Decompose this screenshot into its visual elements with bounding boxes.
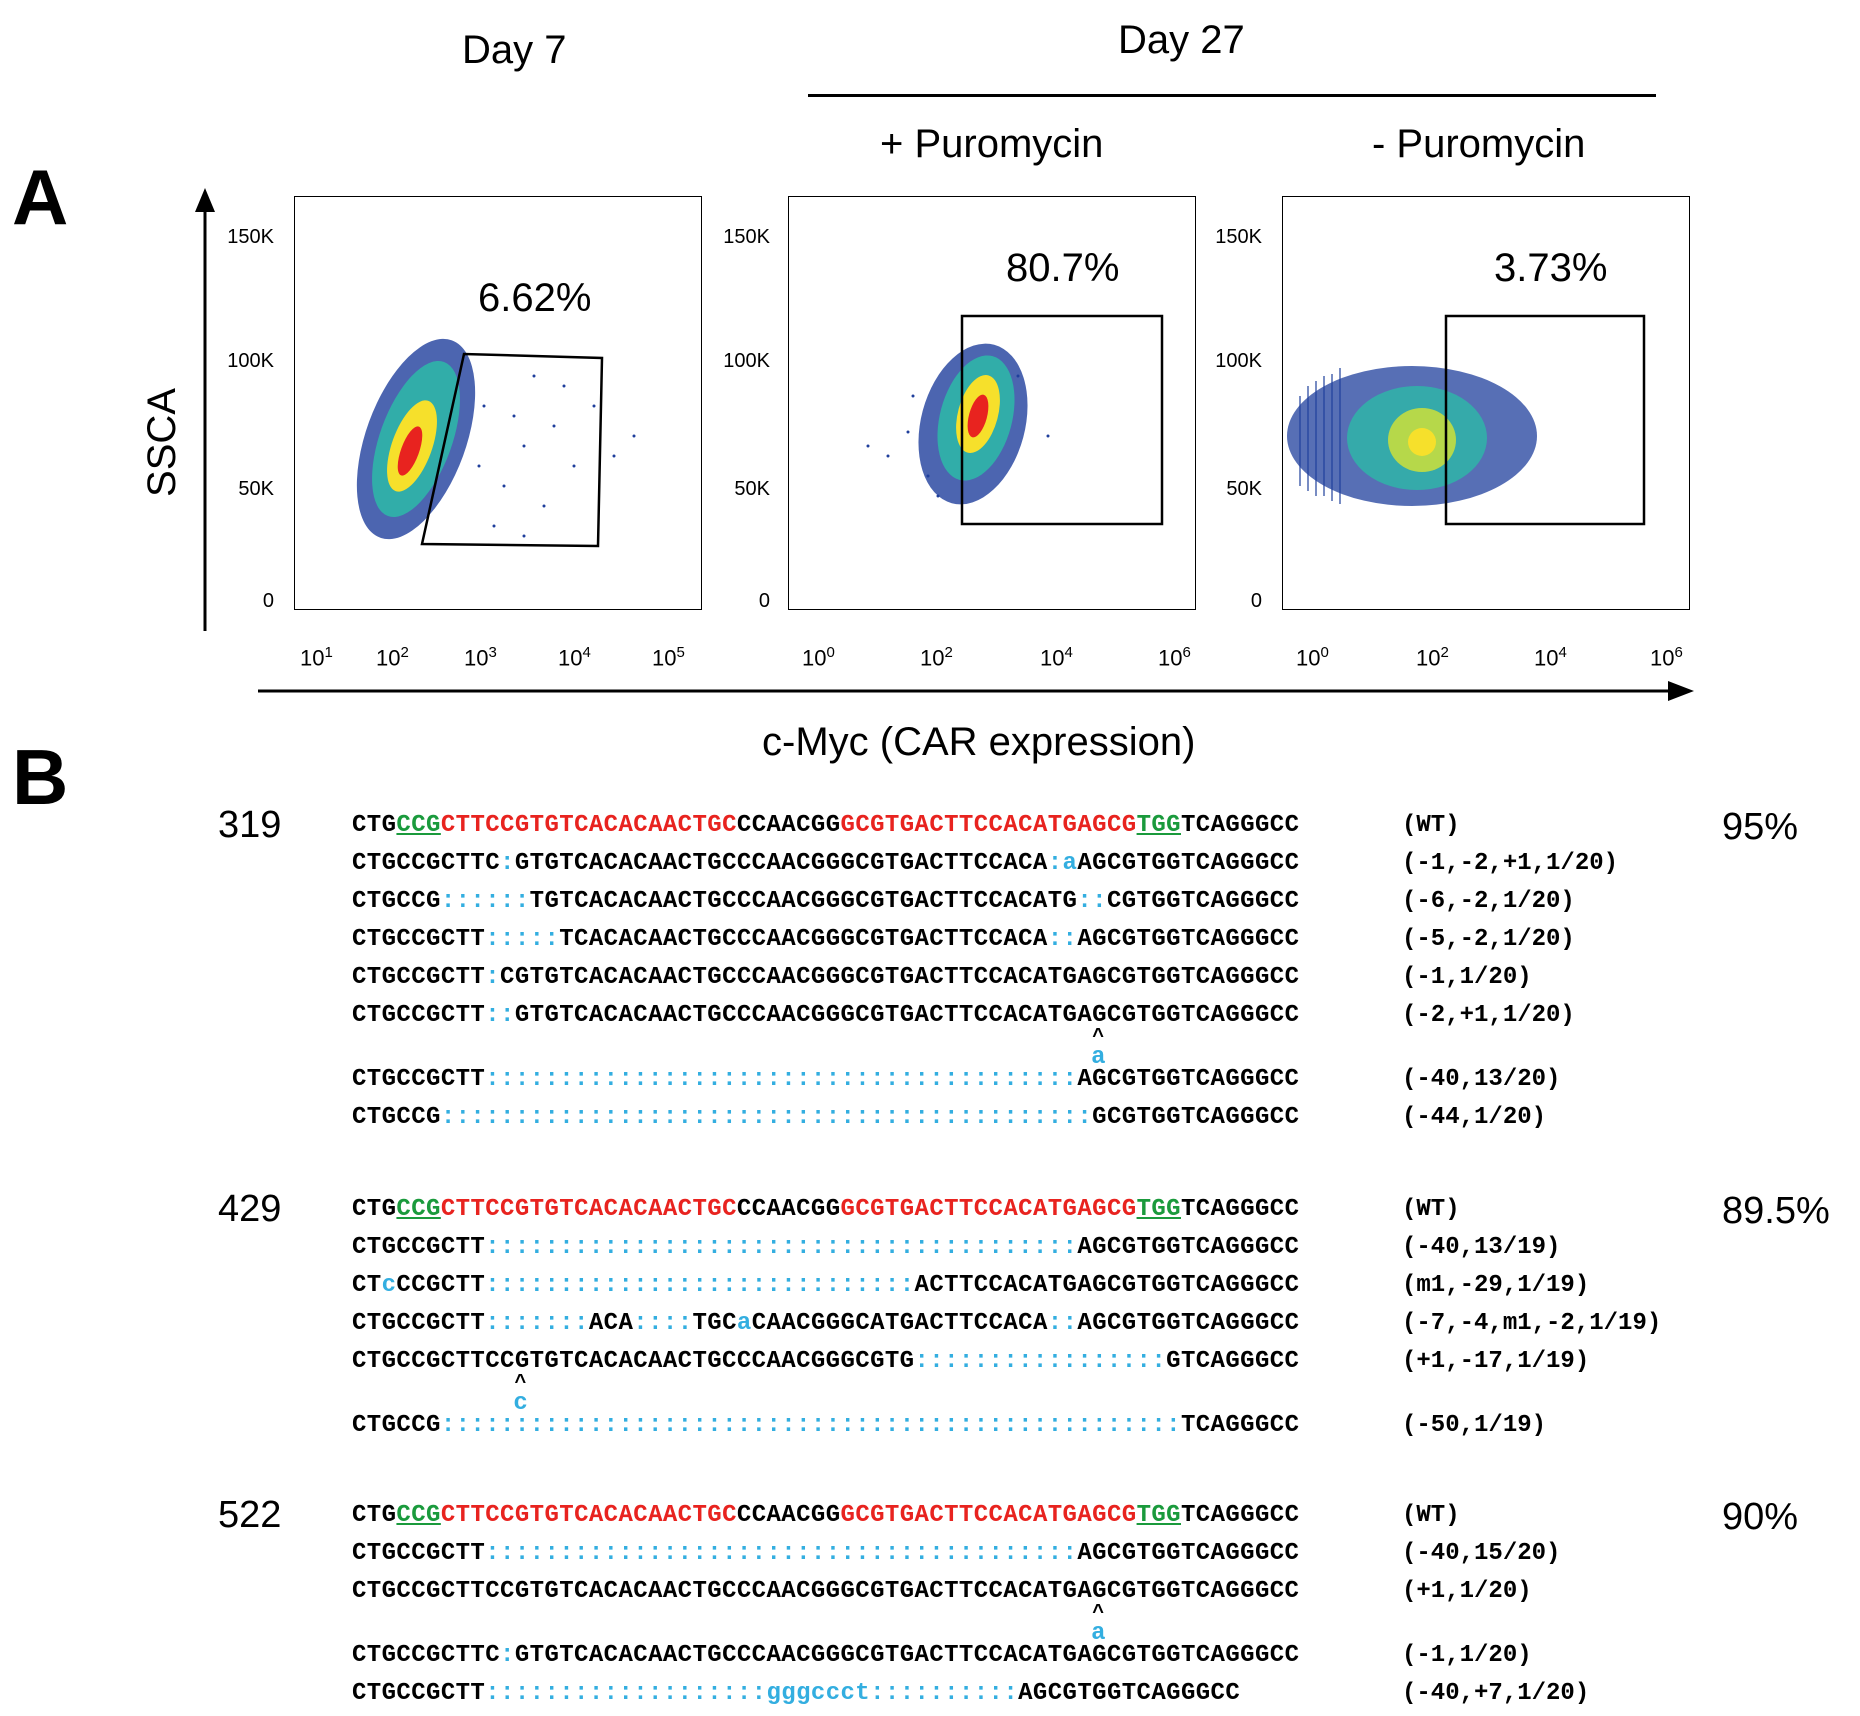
x-tick-label: 100 [1296, 644, 1329, 671]
y-tick-label: 0 [758, 590, 770, 612]
allele-sequence-row: CTGCCG::::::::::::::::::::::::::::::::::… [352, 1104, 1300, 1131]
allele-annotation: (m1,-29,1/19) [1402, 1272, 1590, 1299]
y-tick-label: 0 [262, 590, 274, 612]
allele-sequence-row: CTGCCGCTTCCGTGTCACACAACTGCCCAACGGGCGTG::… [352, 1348, 1300, 1375]
wt-sequence-row: CTGCCGCTTCCGTGTCACACAACTGCCCAACGGGCGTGAC… [352, 1502, 1300, 1529]
allele-annotation: (-50,1/19) [1402, 1412, 1547, 1439]
wt-sequence-row: CTGCCGCTTCCGTGTCACACAACTGCCCAACGGGCGTGAC… [352, 1196, 1300, 1223]
x-tick-label: 104 [1040, 644, 1073, 671]
allele-annotation: (-40,+7,1/20) [1402, 1680, 1590, 1707]
allele-annotation: (-2,+1,1/20) [1402, 1002, 1575, 1029]
y-tick-label: 50K [1226, 478, 1262, 500]
allele-sequence-row: CTGCCGCTT:::::::::::::::::::::::::::::::… [352, 1234, 1300, 1261]
panel-a-letter: A [12, 153, 69, 241]
allele-sequence-row: CTGCCG::::::::::::::::::::::::::::::::::… [352, 1412, 1300, 1439]
allele-sequence-row: CTGCCGCTTC:GTGTCACACAACTGCCCAACGGGCGTGAC… [352, 850, 1300, 877]
x-tick-label: 103 [464, 644, 497, 671]
density-scatter [1287, 314, 1646, 526]
x-tick-label: 105 [652, 644, 685, 671]
allele-annotation: (-40,13/20) [1402, 1066, 1561, 1093]
y-tick-label: 100K [1215, 350, 1262, 372]
y-tick-label: 50K [238, 478, 274, 500]
allele-annotation: (+1,1/20) [1402, 1578, 1532, 1605]
x-tick-label: 102 [376, 644, 409, 671]
allele-sequence-row: CTGCCGCTT:::::::::::::::::::::::::::::::… [352, 1066, 1300, 1093]
allele-sequence-row: CTGCCGCTT:::::::ACA::::TGCaCAACGGGCATGAC… [352, 1310, 1300, 1337]
allele-annotation: (-1,1/20) [1402, 1642, 1532, 1669]
header-day27: Day 27 [1118, 18, 1245, 62]
allele-sequence-row: CTcCCGCTT:::::::::::::::::::::::::::::AC… [352, 1272, 1300, 1299]
y-axis-label: SSCA [139, 388, 184, 497]
allele-annotation: (-44,1/20) [1402, 1104, 1547, 1131]
plot-frame [294, 196, 702, 610]
allele-annotation: (-1,-2,+1,1/20) [1402, 850, 1619, 877]
x-tick-label: 102 [1416, 644, 1449, 671]
allele-annotation: (-40,13/19) [1402, 1234, 1561, 1261]
allele-sequence-row: CTGCCGCTT::GTGTCACACAACTGCCCAACGGGCGTGAC… [352, 1002, 1300, 1029]
header-plus-puromycin: + Puromycin [880, 122, 1104, 166]
y-tick-label: 0 [1250, 590, 1262, 612]
x-tick-label: 106 [1158, 644, 1191, 671]
sample-id: 319 [218, 804, 282, 846]
x-tick-label: 101 [300, 644, 333, 671]
panel-b-letter: B [12, 733, 69, 821]
gate-percent: 80.7% [1006, 246, 1120, 290]
x-tick-label: 106 [1650, 644, 1683, 671]
density-scatter [866, 314, 1164, 526]
y-tick-label: 50K [734, 478, 770, 500]
insertion-marker: ^ a [1091, 1602, 1106, 1647]
sample-edit-percent: 95% [1722, 806, 1799, 848]
allele-annotation: (+1,-17,1/19) [1402, 1348, 1590, 1375]
allele-sequence-row: CTGCCGCTT:::::::::::::::::::::::::::::::… [352, 1540, 1300, 1567]
y-tick-label: 150K [1215, 226, 1262, 248]
x-axis-label: c-Myc (CAR expression) [762, 720, 1196, 764]
allele-annotation: (-7,-4,m1,-2,1/19) [1402, 1310, 1662, 1337]
header-minus-puromycin: - Puromycin [1372, 122, 1586, 166]
x-tick-label: 104 [1534, 644, 1567, 671]
allele-annotation: (WT) [1402, 1502, 1460, 1529]
sample-edit-percent: 89.5% [1722, 1190, 1830, 1232]
allele-sequence-row: CTGCCGCTTCCGTGTCACACAACTGCCCAACGGGCGTGAC… [352, 1578, 1300, 1605]
y-tick-label: 150K [227, 226, 274, 248]
allele-sequence-row: CTGCCGCTT:::::::::::::::::::gggccct:::::… [352, 1680, 1241, 1707]
y-tick-label: 150K [723, 226, 770, 248]
sample-edit-percent: 90% [1722, 1496, 1799, 1538]
allele-annotation: (-6,-2,1/20) [1402, 888, 1575, 915]
sample-id: 522 [218, 1494, 282, 1536]
allele-annotation: (WT) [1402, 812, 1460, 839]
insertion-marker: ^ a [1091, 1026, 1106, 1071]
wt-sequence-row: CTGCCGCTTCCGTGTCACACAACTGCCCAACGGGCGTGAC… [352, 812, 1300, 839]
sample-id: 429 [218, 1188, 282, 1230]
insertion-marker: ^ c [513, 1372, 528, 1417]
header-day7: Day 7 [462, 28, 567, 72]
allele-sequence-row: CTGCCG::::::TGTCACACAACTGCCCAACGGGCGTGAC… [352, 888, 1300, 915]
allele-sequence-row: CTGCCGCTTC:GTGTCACACAACTGCCCAACGGGCGTGAC… [352, 1642, 1300, 1669]
y-tick-label: 100K [723, 350, 770, 372]
allele-annotation: (-5,-2,1/20) [1402, 926, 1575, 953]
allele-sequence-row: CTGCCGCTT:::::TCACACAACTGCCCAACGGGCGTGAC… [352, 926, 1300, 953]
x-tick-label: 104 [558, 644, 591, 671]
y-tick-label: 100K [227, 350, 274, 372]
x-tick-label: 100 [802, 644, 835, 671]
allele-annotation: (WT) [1402, 1196, 1460, 1223]
x-tick-label: 102 [920, 644, 953, 671]
header-day27-rule [808, 94, 1656, 97]
gate-percent: 3.73% [1494, 246, 1608, 290]
density-scatter [356, 338, 636, 548]
x-axis-arrow [258, 681, 1694, 701]
allele-sequence-row: CTGCCGCTT:CGTGTCACACAACTGCCCAACGGGCGTGAC… [352, 964, 1300, 991]
gate-percent: 6.62% [478, 276, 592, 320]
allele-annotation: (-40,15/20) [1402, 1540, 1561, 1567]
allele-annotation: (-1,1/20) [1402, 964, 1532, 991]
y-axis-arrow [195, 188, 215, 631]
